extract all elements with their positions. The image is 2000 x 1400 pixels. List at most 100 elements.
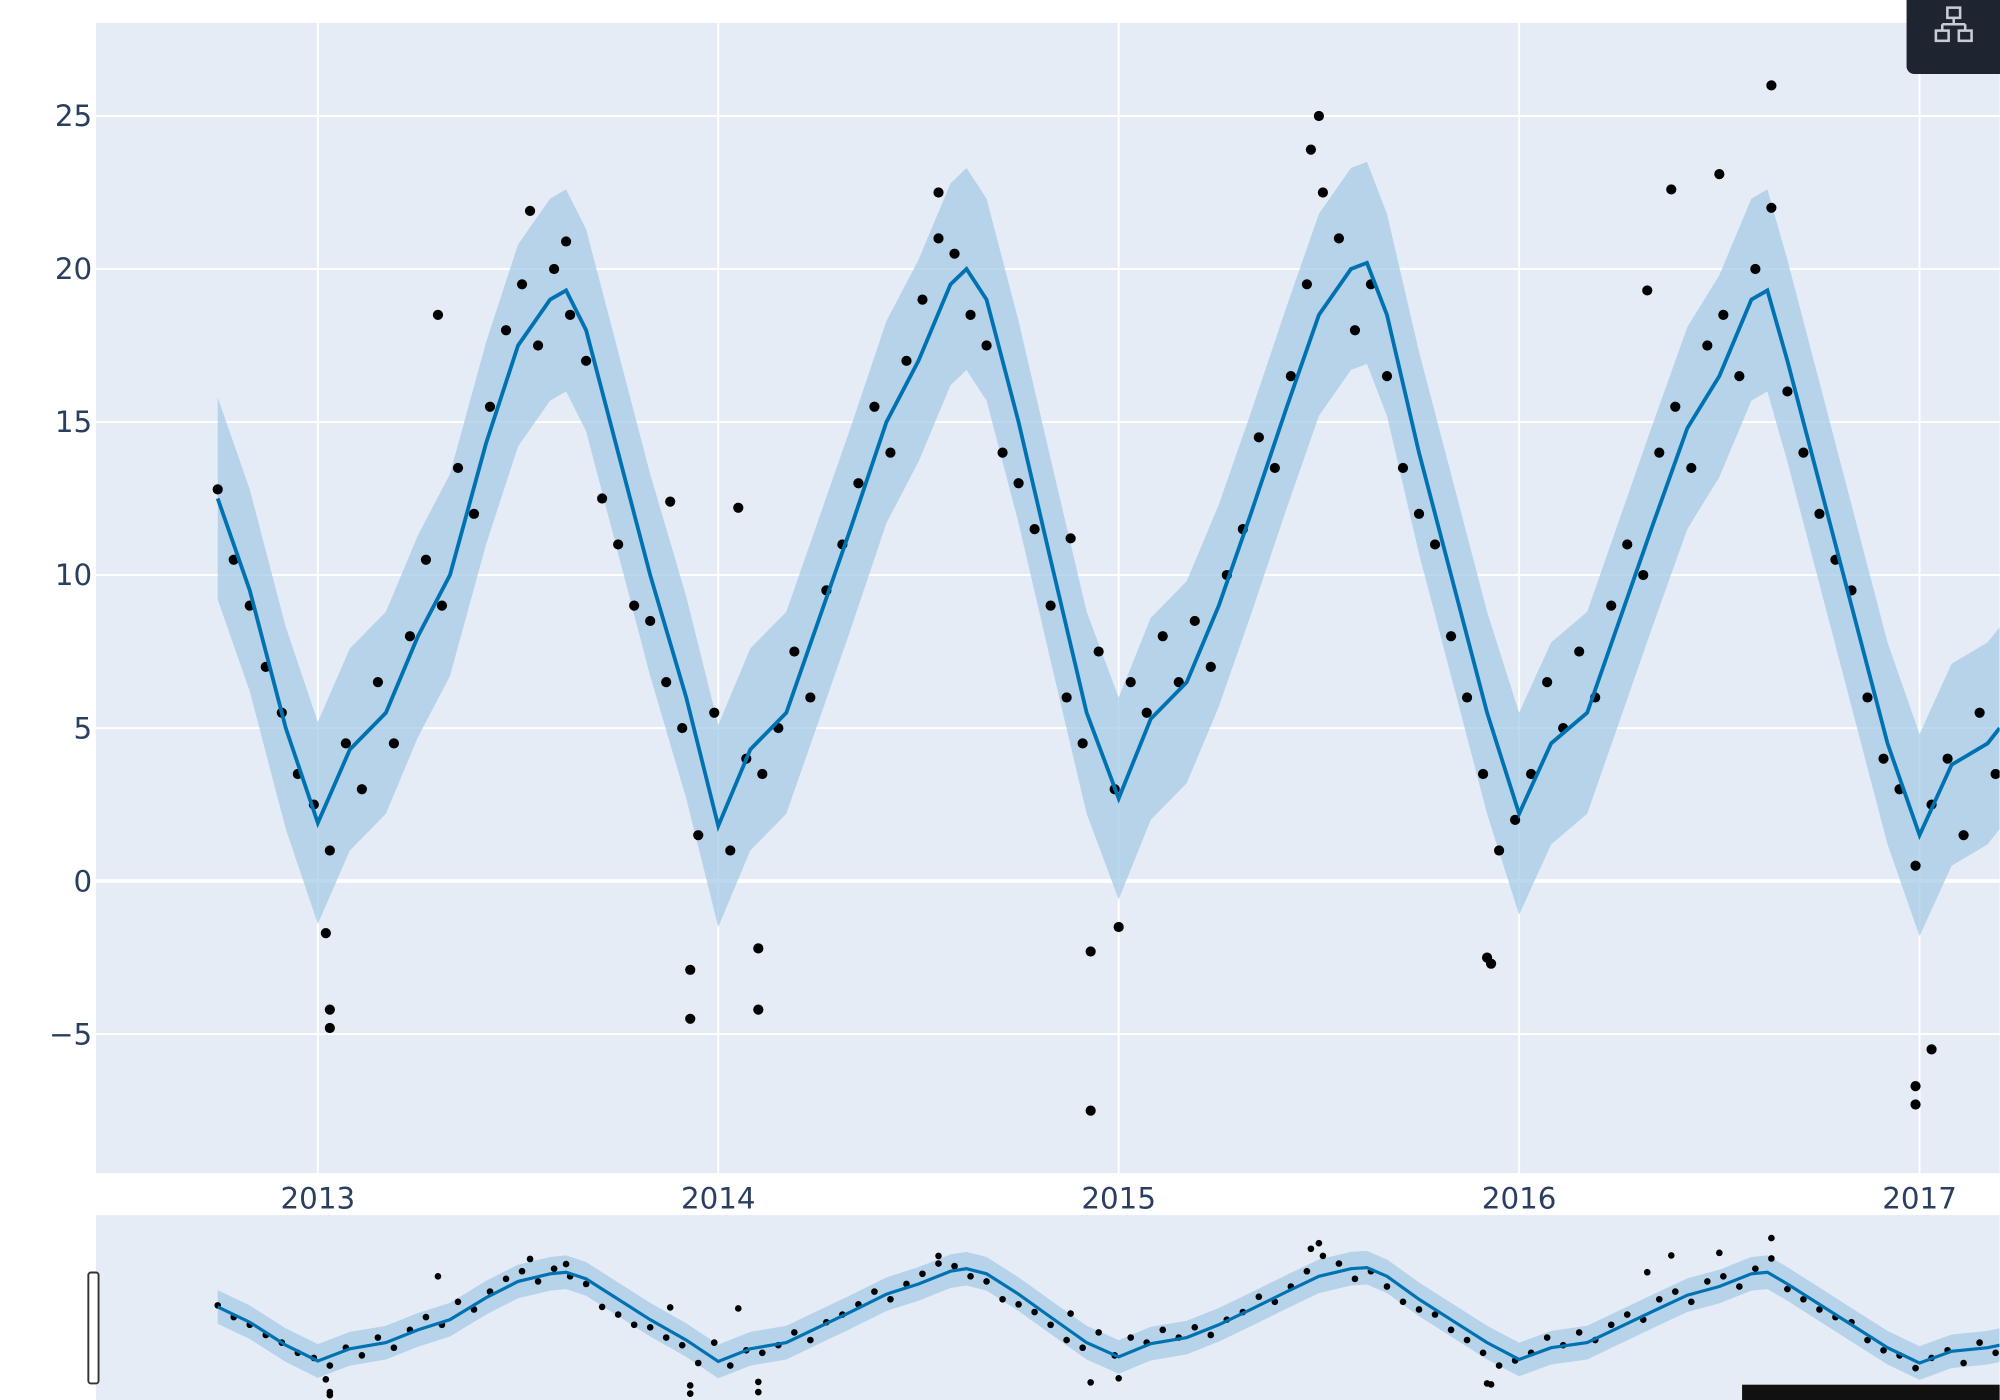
data-point <box>454 1298 462 1306</box>
data-point <box>869 401 880 412</box>
data-point <box>324 1004 335 1015</box>
data-point <box>646 1324 654 1331</box>
data-point <box>524 205 536 216</box>
data-point <box>753 943 764 954</box>
data-point <box>967 1273 974 1280</box>
data-point <box>1574 646 1585 657</box>
data-point <box>1191 1324 1199 1331</box>
data-point <box>326 1362 334 1369</box>
data-point <box>1642 285 1653 296</box>
data-point <box>1447 1326 1455 1334</box>
data-point <box>1013 478 1024 489</box>
data-point <box>1992 1349 1999 1357</box>
data-point <box>518 1267 526 1275</box>
data-point <box>1575 1329 1583 1336</box>
data-point <box>562 1260 570 1268</box>
data-point <box>1878 753 1889 764</box>
data-point <box>1483 1380 1491 1387</box>
range-slider[interactable] <box>214 1234 2000 1400</box>
data-point <box>1445 631 1457 642</box>
data-point <box>1253 432 1264 443</box>
data-point <box>613 539 624 550</box>
data-point <box>693 830 704 841</box>
data-point <box>685 964 696 975</box>
y-tick-label: 15 <box>55 405 92 439</box>
data-point <box>1315 1239 1323 1247</box>
data-point <box>1045 600 1056 611</box>
data-point <box>965 309 976 321</box>
data-point <box>754 1388 762 1396</box>
data-point <box>320 928 331 939</box>
data-point <box>754 1378 762 1386</box>
data-point <box>1960 1359 1967 1367</box>
data-point <box>1643 1268 1651 1276</box>
data-point <box>1285 371 1296 382</box>
data-point <box>1303 1267 1311 1275</box>
data-point <box>1413 508 1425 519</box>
data-point <box>1768 1255 1775 1262</box>
y-tick-label: −5 <box>49 1017 92 1051</box>
data-point <box>1671 1288 1679 1295</box>
data-point <box>1115 1375 1123 1382</box>
data-point <box>1047 1321 1054 1329</box>
data-point <box>1622 539 1633 550</box>
toolbar-button[interactable] <box>1906 0 2000 74</box>
data-point <box>734 1305 742 1312</box>
data-point <box>999 1295 1006 1303</box>
data-point <box>1543 1334 1551 1341</box>
data-point <box>1750 263 1761 275</box>
data-point <box>500 325 512 336</box>
range-slider-handle[interactable] <box>87 1271 100 1385</box>
data-point <box>340 738 351 749</box>
data-point <box>1800 1295 1807 1303</box>
data-point <box>1910 1081 1921 1092</box>
data-point <box>1113 921 1124 933</box>
data-point <box>1087 1379 1094 1386</box>
data-point <box>1526 768 1537 780</box>
data-point <box>1510 814 1521 825</box>
data-point <box>1125 677 1136 688</box>
data-point <box>1307 1245 1315 1253</box>
data-point <box>388 738 400 749</box>
data-point <box>807 1336 814 1344</box>
data-point <box>933 187 944 198</box>
data-point <box>432 309 444 321</box>
data-point <box>581 355 592 366</box>
data-point <box>686 1390 694 1397</box>
data-point <box>1990 768 2000 780</box>
data-point <box>1542 677 1553 688</box>
data-point <box>1702 340 1713 351</box>
data-point <box>1974 707 1985 718</box>
data-point <box>1269 462 1280 474</box>
forecast-line <box>217 1266 2000 1365</box>
data-point <box>1207 1331 1215 1339</box>
data-point <box>757 768 768 780</box>
data-point <box>853 478 864 489</box>
data-point <box>1942 753 1953 764</box>
data-point <box>1399 1298 1407 1306</box>
data-point <box>983 1278 990 1285</box>
data-point <box>1067 1310 1074 1317</box>
data-point <box>1429 539 1441 550</box>
data-point <box>1606 600 1617 611</box>
data-point <box>1085 946 1096 957</box>
data-point <box>484 401 496 412</box>
data-point <box>665 496 676 507</box>
data-point <box>997 447 1008 458</box>
data-point <box>1798 447 1809 458</box>
data-point <box>1720 1273 1727 1280</box>
data-point <box>1784 1285 1791 1293</box>
data-point <box>678 1341 686 1349</box>
data-point <box>324 845 335 856</box>
data-point <box>1479 1349 1487 1357</box>
y-tick-label: 20 <box>55 252 92 286</box>
data-point <box>565 309 576 321</box>
data-point <box>1061 692 1072 703</box>
data-point <box>1397 462 1409 474</box>
data-point <box>597 493 608 504</box>
data-point <box>1305 144 1316 155</box>
data-point <box>324 1022 335 1034</box>
data-point <box>1205 661 1216 672</box>
data-point <box>1477 768 1489 780</box>
